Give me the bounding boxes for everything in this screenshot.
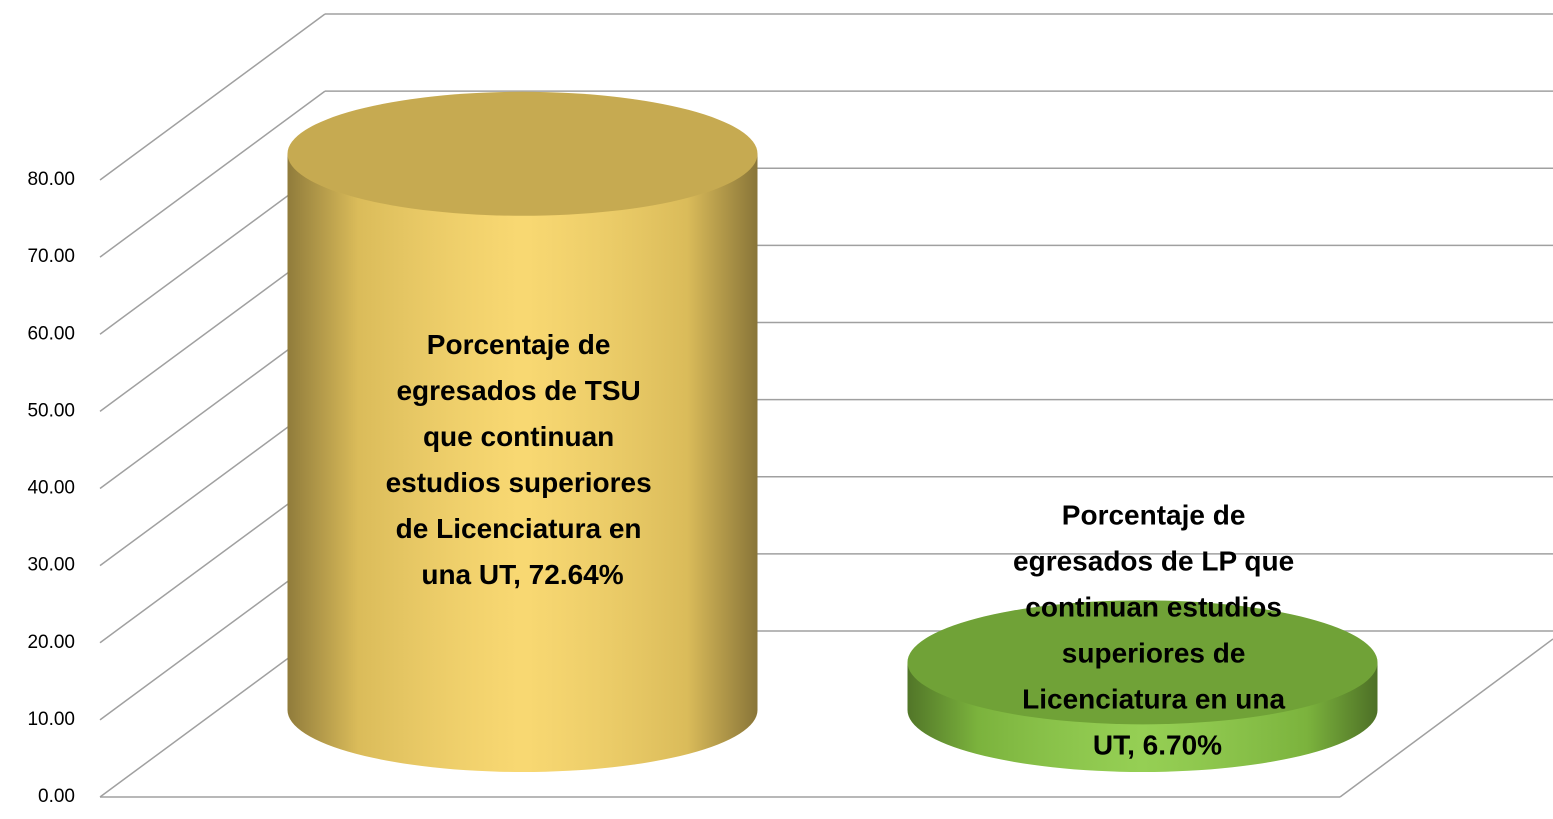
- cylinder-top: [287, 91, 758, 216]
- grid-line: [99, 13, 326, 181]
- data-label: Porcentaje de egresados de TSU que conti…: [386, 329, 660, 590]
- y-tick-label: 30.00: [27, 555, 75, 576]
- y-tick-label: 70.00: [27, 246, 75, 267]
- y-tick-label: 50.00: [27, 400, 75, 421]
- cylinder-top: [907, 600, 1378, 725]
- grid-line: [99, 90, 326, 258]
- cylinder-top-shade: [907, 600, 1378, 725]
- floor-edge: [1339, 638, 1553, 798]
- cylinder-top-shade: [287, 91, 758, 216]
- y-tick-label: 40.00: [27, 478, 75, 499]
- cylinder: [287, 91, 758, 772]
- cylinder-shade: [287, 153, 758, 772]
- y-tick-label: 60.00: [27, 323, 75, 344]
- y-tick-label: 10.00: [27, 709, 75, 730]
- y-tick-label: 80.00: [27, 169, 75, 190]
- data-label: Porcentaje de egresados de LP que contin…: [1013, 500, 1302, 761]
- cylinder: [907, 600, 1378, 772]
- y-tick-label: 20.00: [27, 632, 75, 653]
- y-tick-label: 0.00: [38, 786, 75, 807]
